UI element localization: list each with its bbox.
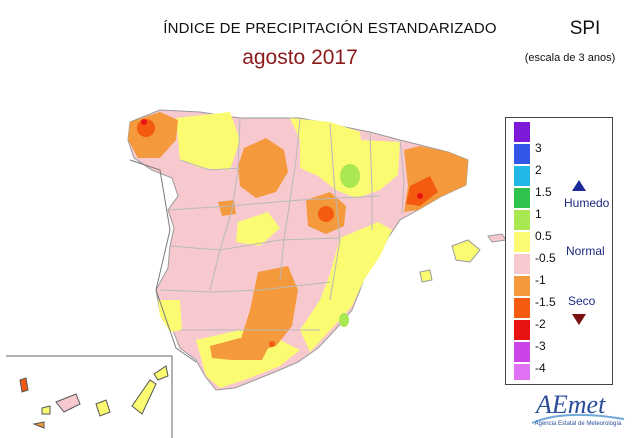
legend-swatch bbox=[514, 232, 530, 252]
legend-label: 2 bbox=[535, 163, 542, 177]
zone-castilla-dry bbox=[238, 138, 288, 198]
island-hierro bbox=[32, 421, 45, 429]
legend-label: 1 bbox=[535, 207, 542, 221]
legend-label: -3 bbox=[535, 339, 546, 353]
legend-label: 0.5 bbox=[535, 229, 552, 243]
normal-label: Normal bbox=[566, 244, 605, 258]
index-name: SPI bbox=[569, 18, 601, 39]
map-date: agosto 2017 bbox=[242, 46, 358, 69]
legend-label: -1 bbox=[535, 273, 546, 287]
wet-label: Humedo bbox=[564, 196, 610, 210]
aemet-logo bbox=[531, 413, 625, 424]
province-borders bbox=[159, 117, 405, 331]
wet-arrow-icon bbox=[572, 180, 586, 191]
map-title: ÍNDICE DE PRECIPITACIÓN ESTANDARIZADO bbox=[163, 20, 497, 37]
dry-label: Seco bbox=[568, 294, 596, 308]
legend-swatch bbox=[514, 144, 530, 164]
zone-andalucia-dry bbox=[210, 338, 268, 360]
zone-valencia-humid bbox=[339, 313, 349, 327]
island-menorca bbox=[487, 233, 507, 243]
legend-swatch bbox=[514, 298, 530, 318]
legend-label: -4 bbox=[535, 361, 546, 375]
legend-label: -1.5 bbox=[535, 295, 556, 309]
island-gran-canaria bbox=[95, 399, 111, 417]
legend-swatch bbox=[514, 188, 530, 208]
legend-swatch bbox=[514, 320, 530, 340]
portugal-outline bbox=[129, 159, 197, 363]
legend-swatch bbox=[514, 210, 530, 230]
aemet-logo-text: AEmet bbox=[536, 390, 606, 419]
legend-label: 1.5 bbox=[535, 185, 552, 199]
zone-centre-yellow bbox=[236, 212, 280, 246]
island-lanzarote bbox=[153, 365, 169, 381]
island-mallorca bbox=[451, 239, 481, 263]
aemet-logo-subtitle: Agencia Estatal de Meteorología bbox=[534, 421, 622, 427]
zone-barcelona-extreme bbox=[417, 193, 423, 199]
canary-inset-frame bbox=[6, 355, 173, 438]
zone-ebro-humid bbox=[340, 164, 360, 188]
index-scale: (escala de 3 anos) bbox=[524, 52, 616, 64]
island-la-palma bbox=[19, 377, 29, 393]
zone-barcelona-very-dry bbox=[406, 176, 438, 206]
island-gomera bbox=[41, 405, 51, 415]
island-tenerife bbox=[55, 393, 81, 413]
zone-west-yellow bbox=[158, 300, 182, 332]
legend-swatch bbox=[514, 254, 530, 274]
zone-north-yellow bbox=[176, 112, 240, 170]
legend-swatch bbox=[514, 342, 530, 362]
legend-swatch bbox=[514, 364, 530, 380]
legend-label: -0.5 bbox=[535, 251, 556, 265]
zone-east-yellow bbox=[300, 222, 392, 352]
legend-label: -2 bbox=[535, 317, 546, 331]
legend-swatch bbox=[514, 166, 530, 186]
legend-label: 3 bbox=[535, 141, 542, 155]
zone-galicia-extreme bbox=[141, 119, 147, 125]
island-fuerteventura bbox=[131, 379, 157, 415]
legend-swatch bbox=[514, 122, 530, 142]
zone-south-spot bbox=[269, 341, 275, 347]
legend-swatch bbox=[514, 276, 530, 296]
zone-madrid-very-dry bbox=[318, 206, 334, 222]
island-ibiza bbox=[419, 269, 433, 283]
spi-legend: 3 2 1.5 1 0.5 -0.5 -1 -1.5 -2 -3 -4 Hume… bbox=[505, 117, 613, 385]
dry-arrow-icon bbox=[572, 314, 586, 325]
